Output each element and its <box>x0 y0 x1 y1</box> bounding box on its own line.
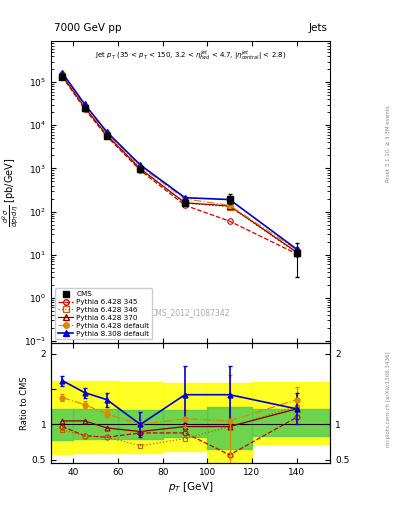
Text: Jet $p_T$ (35 < $p_T$ < 150, 3.2 < $\eta^{jet}_{fwd}$ < 4.7, $|\eta^{jet}_{centr: Jet $p_T$ (35 < $p_T$ < 150, 3.2 < $\eta… <box>95 49 286 62</box>
Text: CMS_2012_I1087342: CMS_2012_I1087342 <box>151 308 230 317</box>
Text: 7000 GeV pp: 7000 GeV pp <box>54 24 121 33</box>
X-axis label: $p_T$ [GeV]: $p_T$ [GeV] <box>168 480 213 494</box>
Text: Jets: Jets <box>309 24 327 33</box>
Y-axis label: Ratio to CMS: Ratio to CMS <box>20 376 29 430</box>
Text: Rivet 3.1.10, ≥ 3.3M events: Rivet 3.1.10, ≥ 3.3M events <box>386 105 391 182</box>
Text: mcplots.cern.ch [arXiv:1306.3436]: mcplots.cern.ch [arXiv:1306.3436] <box>386 352 391 447</box>
Y-axis label: $\frac{d^2\sigma}{dp_Td\eta}$ [pb/GeV]: $\frac{d^2\sigma}{dp_Td\eta}$ [pb/GeV] <box>0 157 21 227</box>
Legend: CMS, Pythia 6.428 345, Pythia 6.428 346, Pythia 6.428 370, Pythia 6.428 default,: CMS, Pythia 6.428 345, Pythia 6.428 346,… <box>55 288 152 339</box>
